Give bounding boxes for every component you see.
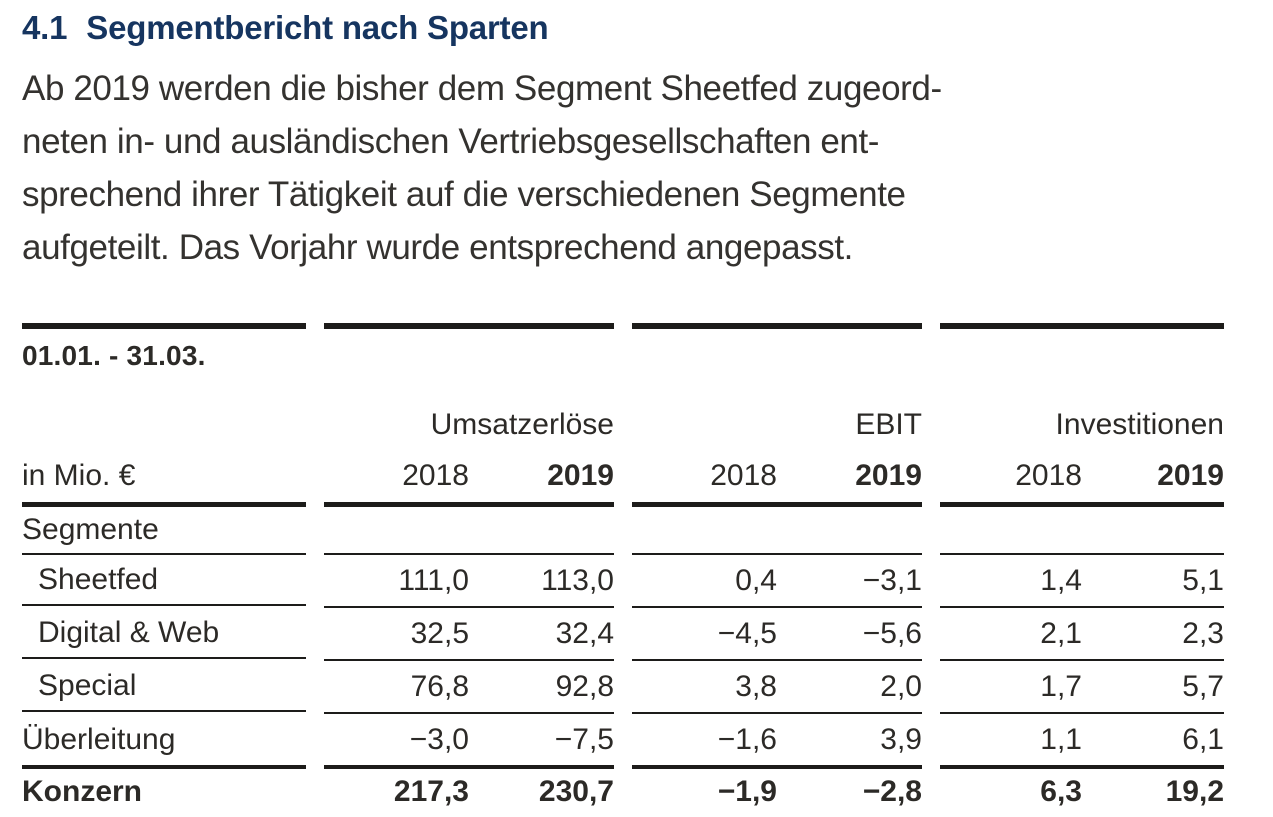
ebit-values: 0,4 −3,1: [632, 555, 922, 608]
value-invest-2019: 19,2: [1165, 775, 1224, 808]
value-ebit-2019: −2,8: [862, 775, 922, 808]
value-umsatz-2019: 32,4: [555, 616, 614, 650]
value-ebit-2019: 3,9: [880, 722, 922, 756]
table-period: 01.01. - 31.03.: [22, 340, 206, 371]
paragraph-line: Ab 2019 werden die bisher dem Segment Sh…: [22, 69, 942, 108]
segment-table: 01.01. - 31.03. in Mio. € Umsatzerlöse 2…: [22, 323, 1224, 815]
ebit-values: −4,5 −5,6: [632, 608, 922, 661]
intro-paragraph: Ab 2019 werden die bisher dem Segment Sh…: [22, 62, 1225, 274]
invest-values: 1,4 5,1: [940, 555, 1224, 608]
year-2018-label: 2018: [710, 459, 777, 492]
row-label: Digital & Web: [22, 608, 306, 659]
ebit-values: 3,8 2,0: [632, 661, 922, 714]
value-ebit-2019: 2,0: [880, 669, 922, 703]
value-umsatz-2018: 111,0: [398, 563, 469, 597]
section-heading: 4.1 Segmentbericht nach Sparten: [22, 8, 1225, 48]
header-cell-investitionen: Investitionen 2018 2019: [940, 323, 1224, 507]
section-number: 4.1: [22, 9, 68, 46]
year-2019-label: 2019: [855, 459, 922, 492]
header-cell-umsatzerloese: Umsatzerlöse 2018 2019: [324, 323, 614, 507]
value-invest-2018: 6,3: [1040, 775, 1082, 808]
year-labels-investitionen: 2018 2019: [940, 459, 1224, 493]
umsatz-values: 217,3 230,7: [324, 769, 614, 815]
value-ebit-2018: −4,5: [717, 616, 777, 650]
invest-values: 2,1 2,3: [940, 608, 1224, 661]
paragraph-line: neten in- und ausländischen Vertriebsges…: [22, 122, 880, 161]
section-row-label: Segmente: [22, 507, 306, 555]
value-invest-2019: 5,7: [1182, 669, 1224, 703]
value-invest-2018: 1,1: [1040, 722, 1082, 756]
value-umsatz-2018: 217,3: [393, 775, 469, 808]
value-umsatz-2019: 230,7: [538, 775, 614, 808]
col-group-title-umsatzerloese: Umsatzerlöse: [430, 408, 614, 441]
empty-cell: [324, 507, 614, 555]
value-umsatz-2019: −7,5: [554, 722, 614, 756]
value-ebit-2019: −5,6: [862, 616, 922, 650]
empty-cell: [940, 507, 1224, 555]
value-ebit-2018: 0,4: [735, 563, 777, 597]
year-labels-ebit: 2018 2019: [632, 459, 922, 493]
value-invest-2018: 2,1: [1040, 616, 1082, 650]
year-2018-label: 2018: [1015, 459, 1082, 492]
value-umsatz-2018: 32,5: [410, 616, 469, 650]
value-ebit-2018: −1,9: [717, 775, 777, 808]
row-label: Sheetfed: [22, 555, 306, 606]
col-group-title-ebit: EBIT: [855, 408, 922, 441]
paragraph-line: aufgeteilt. Das Vorjahr wurde entspreche…: [22, 228, 854, 267]
invest-values: 1,7 5,7: [940, 661, 1224, 714]
umsatz-values: 32,5 32,4: [324, 608, 614, 661]
value-umsatz-2019: 92,8: [555, 669, 614, 703]
umsatz-values: 111,0 113,0: [324, 555, 614, 608]
header-cell-period: 01.01. - 31.03. in Mio. €: [22, 323, 306, 507]
year-labels-umsatzerloese: 2018 2019: [324, 459, 614, 493]
year-2019-label: 2019: [1157, 459, 1224, 492]
invest-values: 1,1 6,1: [940, 714, 1224, 769]
value-invest-2019: 6,1: [1182, 722, 1224, 756]
value-umsatz-2019: 113,0: [541, 563, 614, 597]
ebit-values: −1,9 −2,8: [632, 769, 922, 815]
ebit-values: −1,6 3,9: [632, 714, 922, 769]
value-ebit-2018: 3,8: [735, 669, 777, 703]
empty-cell: [632, 507, 922, 555]
value-ebit-2018: −1,6: [717, 722, 777, 756]
value-ebit-2019: −3,1: [862, 563, 922, 597]
row-label: Konzern: [22, 775, 142, 808]
header-cell-ebit: EBIT 2018 2019: [632, 323, 922, 507]
paragraph-line: sprechend ihrer Tätigkeit auf die versch…: [22, 175, 906, 214]
row-label: Überleitung: [22, 714, 306, 769]
value-invest-2019: 2,3: [1182, 616, 1224, 650]
value-umsatz-2018: 76,8: [410, 669, 469, 703]
section-title: Segmentbericht nach Sparten: [86, 9, 549, 46]
value-invest-2019: 5,1: [1182, 563, 1224, 597]
col-group-title-investitionen: Investitionen: [1055, 408, 1224, 441]
umsatz-values: 76,8 92,8: [324, 661, 614, 714]
value-invest-2018: 1,4: [1040, 563, 1082, 597]
row-label: Special: [22, 661, 306, 712]
year-2018-label: 2018: [402, 459, 469, 492]
umsatz-values: −3,0 −7,5: [324, 714, 614, 769]
value-invest-2018: 1,7: [1040, 669, 1082, 703]
table-unit: in Mio. €: [22, 459, 136, 492]
invest-values: 6,3 19,2: [940, 769, 1224, 815]
value-umsatz-2018: −3,0: [409, 722, 469, 756]
year-2019-label: 2019: [547, 459, 614, 492]
